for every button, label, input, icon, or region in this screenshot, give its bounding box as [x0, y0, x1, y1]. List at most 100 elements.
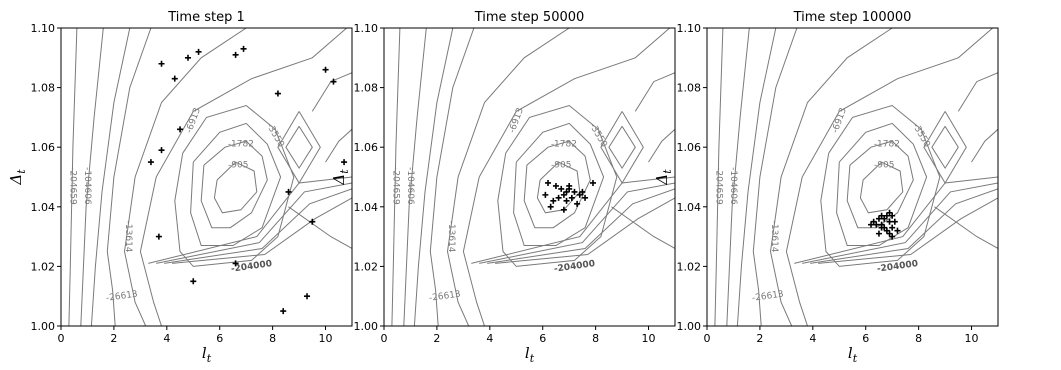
contour-line — [68, 28, 78, 326]
x-tick-label: 10 — [965, 332, 979, 345]
contour-label: -6913 — [185, 107, 203, 135]
y-tick-label: 1.00 — [31, 320, 56, 333]
y-tick-label: 1.08 — [677, 82, 702, 95]
contour-label: -26613 — [428, 290, 461, 304]
contour-label: -204659 — [67, 167, 77, 205]
data-point — [322, 66, 329, 73]
data-point — [589, 179, 596, 186]
y-tick-label: 1.04 — [31, 201, 56, 214]
contour-line — [794, 176, 998, 264]
data-point — [309, 218, 316, 225]
data-point — [190, 278, 197, 285]
x-tick-label: 8 — [915, 332, 922, 345]
contour-line — [462, 28, 671, 326]
data-point — [304, 293, 311, 300]
contour-label: -104606 — [82, 167, 92, 205]
data-point — [868, 221, 875, 228]
subplot-3: -104606-204659-13614-26613-6913-3550-178… — [653, 10, 999, 365]
contour-line — [513, 122, 605, 246]
x-tick-label: 6 — [539, 332, 546, 345]
contour-label: -13614 — [769, 221, 779, 253]
y-tick-label: 1.00 — [677, 320, 702, 333]
x-axis-label-base: l — [848, 344, 853, 362]
data-point — [542, 191, 549, 198]
contour-line — [769, 28, 893, 326]
contour-line — [785, 28, 994, 326]
data-point — [875, 230, 882, 237]
x-tick-label: 2 — [756, 332, 763, 345]
contour-line — [123, 28, 247, 326]
contour-line — [611, 206, 675, 249]
contour-line — [446, 28, 570, 326]
axes-frame — [60, 27, 353, 327]
data-point — [560, 191, 567, 198]
data-point — [177, 126, 184, 133]
x-axis-label: lt — [525, 344, 535, 365]
contour-line — [487, 188, 675, 264]
data-point — [232, 51, 239, 58]
contour-line — [648, 128, 675, 163]
contour-line — [200, 140, 268, 229]
data-point — [878, 212, 885, 219]
axes-frame — [383, 27, 676, 327]
data-point — [147, 159, 154, 166]
x-tick-label: 0 — [58, 332, 65, 345]
y-axis-label: Δt — [653, 169, 674, 186]
contour-label: -104606 — [405, 167, 415, 205]
y-tick-label: 1.10 — [354, 22, 379, 35]
contour-label: -204000 — [553, 259, 595, 275]
x-tick-label: 0 — [704, 332, 711, 345]
data-point — [158, 60, 165, 67]
contour-line — [164, 188, 352, 264]
contour-line — [836, 122, 928, 246]
x-tick-label: 10 — [319, 332, 333, 345]
contour-label: -905 — [228, 161, 248, 171]
x-axis-label: lt — [202, 344, 212, 365]
contour-label: -1782 — [228, 140, 254, 150]
data-point — [579, 188, 586, 195]
contour-line — [523, 140, 591, 229]
data-point — [889, 224, 896, 231]
x-tick-label: 8 — [592, 332, 599, 345]
y-tick-label: 1.00 — [354, 320, 379, 333]
contour-line — [403, 28, 427, 326]
data-point — [274, 90, 281, 97]
data-point — [171, 75, 178, 82]
x-axis-label-base: l — [202, 344, 207, 362]
contour-line — [190, 122, 282, 246]
y-tick-label: 1.04 — [354, 201, 379, 214]
y-tick-label: 1.08 — [31, 82, 56, 95]
contour-line — [846, 140, 914, 229]
contour-line — [429, 28, 475, 326]
contour-label: -204659 — [713, 167, 723, 205]
contour-line — [736, 28, 777, 326]
y-tick-label: 1.06 — [354, 141, 379, 154]
contour-line — [714, 28, 724, 326]
data-point — [568, 194, 575, 201]
data-point — [285, 188, 292, 195]
contour-line — [325, 128, 352, 163]
x-axis-label-subscript: t — [530, 352, 535, 365]
contour-line — [172, 197, 352, 264]
x-axis-label-subscript: t — [853, 352, 858, 365]
contour-label: -13614 — [123, 221, 133, 253]
y-tick-label: 1.08 — [354, 82, 379, 95]
contour-label: -1782 — [551, 140, 577, 150]
x-axis-label-base: l — [525, 344, 530, 362]
data-point — [563, 197, 570, 204]
contour-line — [277, 111, 321, 184]
data-point — [558, 185, 565, 192]
data-point — [886, 230, 893, 237]
y-axis-label: Δt — [330, 169, 351, 186]
y-tick-label: 1.02 — [354, 260, 379, 273]
contour-line — [802, 182, 998, 264]
data-point — [555, 194, 562, 201]
contour-line — [931, 126, 959, 170]
data-point — [550, 197, 557, 204]
y-tick-label: 1.10 — [31, 22, 56, 35]
contour-line — [139, 28, 348, 326]
contour-line — [634, 72, 675, 112]
data-point — [240, 45, 247, 52]
